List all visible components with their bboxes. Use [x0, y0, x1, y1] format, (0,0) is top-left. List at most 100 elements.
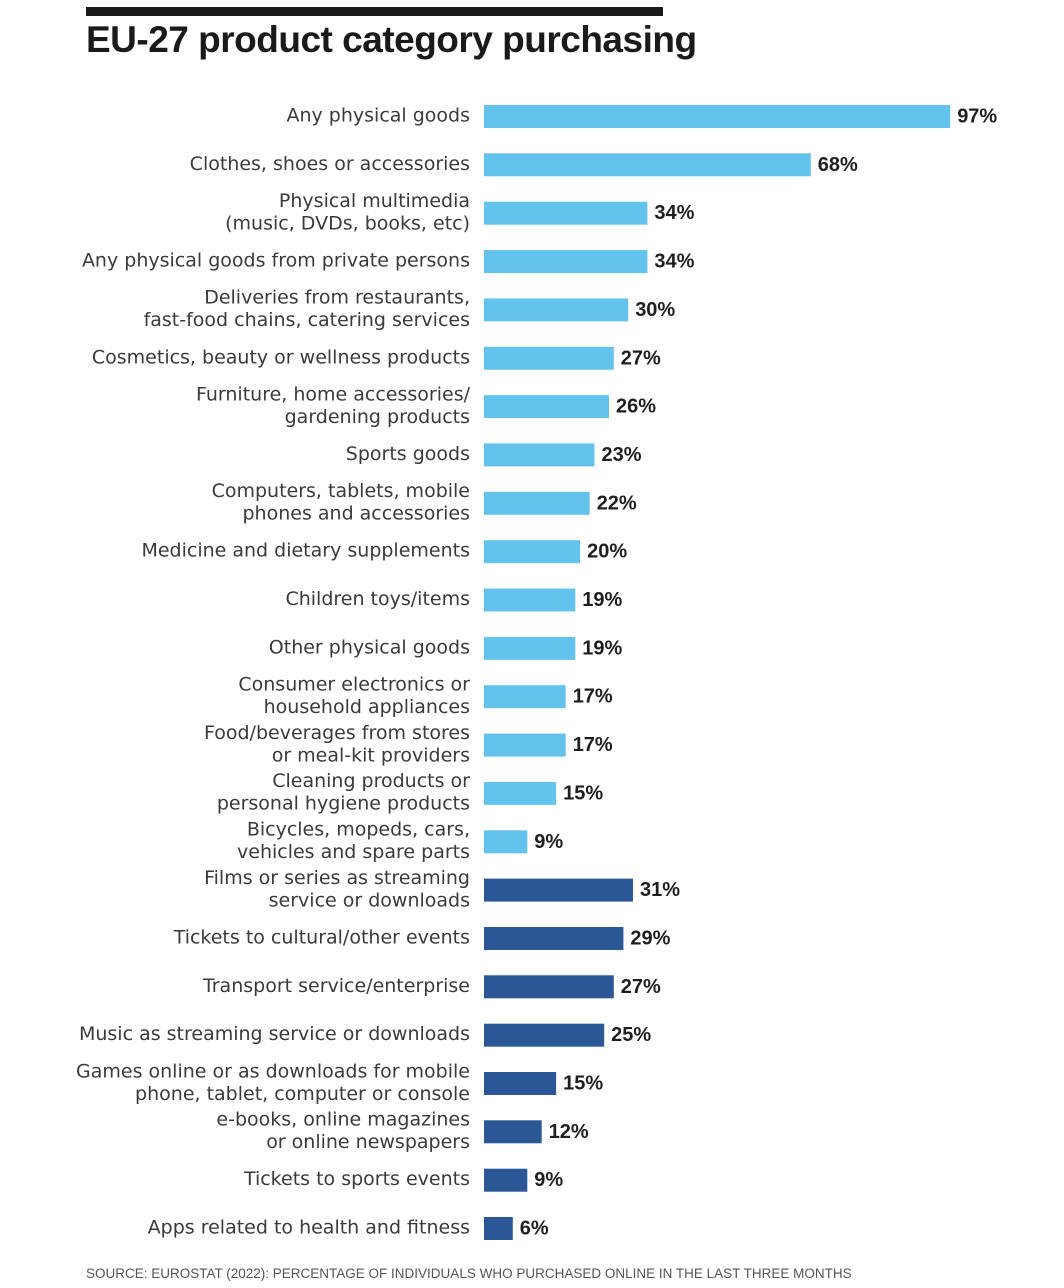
category-label-line: Deliveries from restaurants,	[204, 287, 470, 309]
category-label-line: personal hygiene products	[217, 793, 470, 815]
category-label-line: (music, DVDs, books, etc)	[225, 212, 470, 234]
bar-0	[484, 105, 951, 128]
bar-14	[484, 781, 557, 805]
category-label-line: Transport service/enterprise	[202, 975, 470, 997]
bar-10	[484, 588, 576, 612]
value-label-16: 31%	[640, 879, 680, 901]
value-label-6: 26%	[616, 396, 656, 418]
bar-1	[484, 153, 811, 177]
value-label-21: 12%	[549, 1121, 589, 1143]
value-label-9: 20%	[587, 541, 627, 563]
category-label-13: Food/beverages from stores or meal-kit pr…	[204, 722, 470, 767]
category-label-line: Furniture, home accessories/	[196, 383, 471, 405]
category-label-line: household appliances	[264, 696, 470, 718]
bar-21	[484, 1120, 542, 1144]
value-label-20: 15%	[563, 1073, 603, 1095]
bar-19	[484, 1023, 605, 1047]
category-label-line: Computers, tablets, mobile	[212, 480, 470, 502]
value-label-0: 97%	[957, 106, 997, 128]
value-label-22: 9%	[534, 1169, 563, 1191]
value-label-13: 17%	[573, 734, 613, 756]
bar-12	[484, 685, 566, 709]
bar-3	[484, 250, 648, 274]
value-label-14: 15%	[563, 782, 603, 804]
category-label-line: Films or series as streaming	[204, 867, 470, 889]
category-label-line: Medicine and dietary supplements	[141, 540, 470, 562]
category-label-line: Cosmetics, beauty or wellness products	[92, 346, 470, 368]
category-label-line: or meal-kit providers	[272, 744, 470, 766]
category-label-line: phones and accessories	[242, 503, 470, 525]
category-label-14: Cleaning products or personal hygiene pro…	[217, 770, 470, 815]
category-label-12: Consumer electronics or household applian…	[238, 674, 470, 719]
category-label-15: Bicycles, mopeds, cars, vehicles and spar…	[237, 819, 470, 864]
category-label-line: Tickets to cultural/other events	[173, 927, 470, 949]
category-label-line: Any physical goods	[286, 105, 470, 127]
category-label-line: Clothes, shoes or accessories	[190, 153, 470, 175]
category-label-line: Apps related to health and fitness	[148, 1217, 470, 1239]
category-label-line: Sports goods	[346, 443, 470, 465]
value-label-8: 22%	[597, 492, 637, 514]
value-label-19: 25%	[611, 1024, 651, 1046]
category-label-18: Transport service/enterprise	[202, 975, 470, 997]
category-label-4: Deliveries from restaurants, fast-food ch…	[144, 287, 470, 332]
category-label-line: vehicles and spare parts	[237, 841, 470, 863]
category-label-16: Films or series as streaming service or d…	[204, 867, 470, 912]
value-label-2: 34%	[654, 202, 694, 224]
category-label-line: Any physical goods from private persons	[82, 250, 470, 272]
category-label-line: Music as streaming service or downloads	[79, 1023, 470, 1045]
category-label-line: e-books, online magazines	[216, 1109, 470, 1131]
category-label-line: or online newspapers	[266, 1131, 470, 1153]
category-label-9: Medicine and dietary supplements	[141, 540, 470, 562]
category-label-line: Bicycles, mopeds, cars,	[247, 819, 470, 841]
category-label-line: fast-food chains, catering services	[144, 309, 470, 331]
category-label-8: Computers, tablets, mobile phones and acc…	[212, 480, 470, 524]
bar-23	[484, 1217, 513, 1240]
category-label-11: Other physical goods	[269, 636, 470, 658]
bar-17	[484, 927, 624, 950]
category-label-7: Sports goods	[346, 443, 470, 465]
category-label-line: Children toys/items	[285, 588, 470, 610]
bar-13	[484, 733, 566, 757]
category-label-2: Physical multimedia (music, DVDs, books, …	[225, 190, 470, 235]
bar-15	[484, 830, 528, 854]
bar-18	[484, 975, 614, 999]
bar-2	[484, 201, 648, 225]
category-label-line: Games online or as downloads for mobile	[76, 1060, 470, 1082]
value-label-17: 29%	[630, 928, 670, 950]
bar-11	[484, 636, 576, 660]
title-rule	[86, 7, 663, 16]
bar-4	[484, 298, 629, 322]
bar-16	[484, 878, 633, 902]
value-label-15: 9%	[534, 831, 563, 853]
bar-7	[484, 443, 595, 467]
bar-9	[484, 540, 581, 564]
source-note: SOURCE: EUROSTAT (2022): PERCENTAGE OF I…	[86, 1266, 852, 1281]
category-label-22: Tickets to sports events	[243, 1168, 470, 1190]
category-label-23: Apps related to health and fitness	[148, 1217, 470, 1239]
chart-title: EU-27 product category purchasing	[86, 19, 697, 60]
category-label-20: Games online or as downloads for mobile p…	[76, 1060, 470, 1105]
category-label-line: phone, tablet, computer or console	[135, 1083, 470, 1105]
category-label-6: Furniture, home accessories/gardening pr…	[196, 383, 471, 428]
category-label-21: e-books, online magazines or online newsp…	[216, 1109, 470, 1154]
bar-8	[484, 491, 590, 515]
category-label-line: Consumer electronics or	[238, 674, 470, 696]
category-label-line: Tickets to sports events	[243, 1168, 470, 1190]
category-label-line: Physical multimedia	[279, 190, 470, 212]
category-label-line: service or downloads	[269, 889, 470, 911]
value-label-12: 17%	[573, 686, 613, 708]
bar-6	[484, 395, 609, 419]
category-label-17: Tickets to cultural/other events	[173, 927, 470, 949]
value-label-10: 19%	[582, 589, 622, 611]
value-label-4: 30%	[635, 299, 675, 321]
category-label-1: Clothes, shoes or accessories	[190, 153, 470, 175]
category-label-line: gardening products	[285, 406, 470, 428]
value-label-7: 23%	[602, 444, 642, 466]
category-label-0: Any physical goods	[286, 105, 470, 127]
category-label-5: Cosmetics, beauty or wellness products	[92, 346, 470, 368]
category-label-3: Any physical goods from private persons	[82, 250, 470, 272]
value-label-11: 19%	[582, 637, 622, 659]
value-label-1: 68%	[818, 154, 858, 176]
category-label-line: Cleaning products or	[272, 770, 470, 792]
